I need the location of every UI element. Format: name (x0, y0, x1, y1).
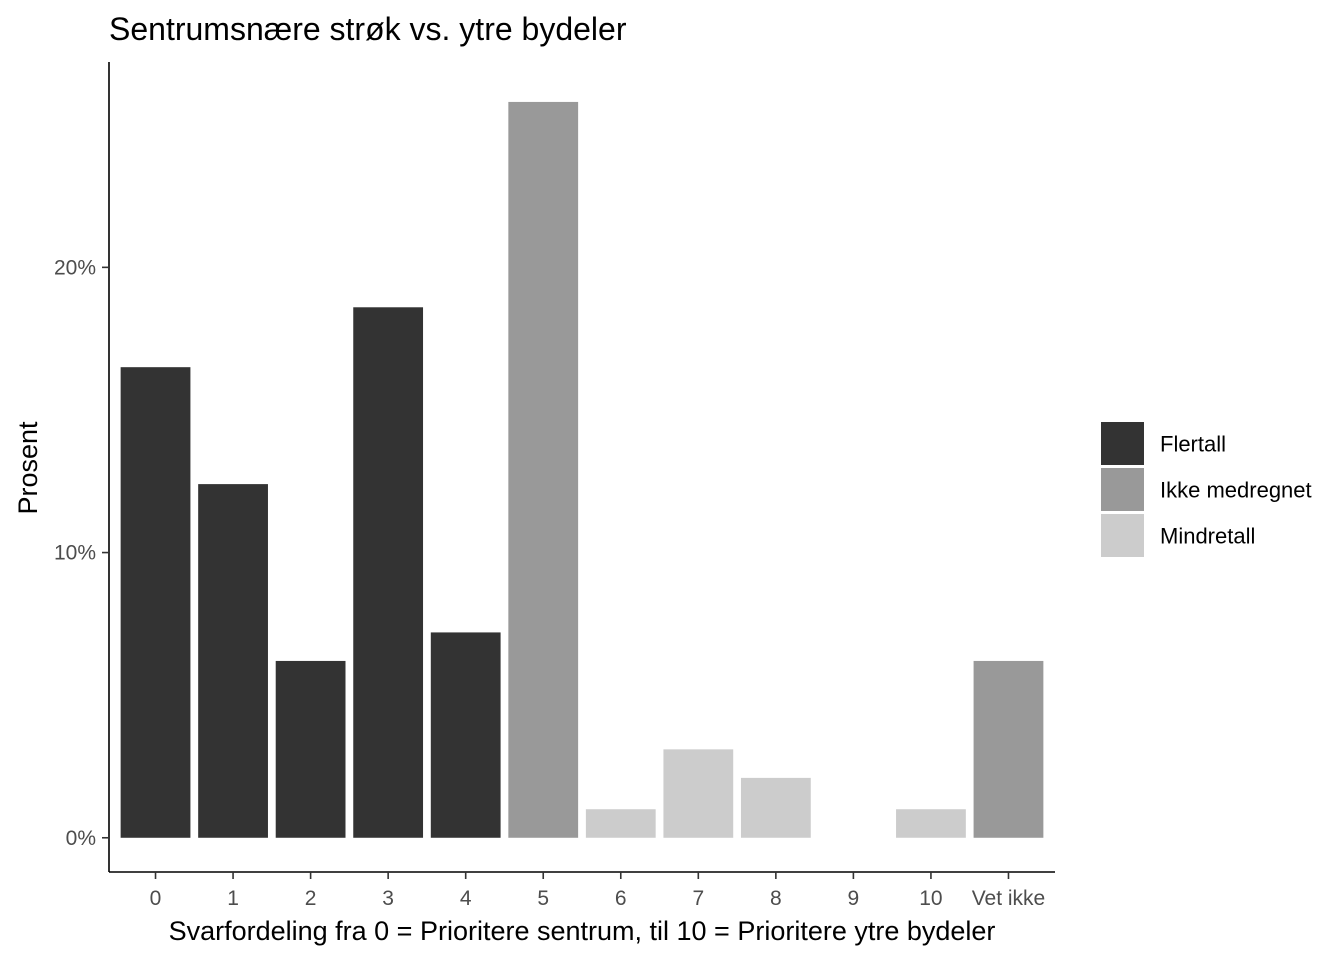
x-tick-label: 8 (770, 887, 782, 910)
bar-10 (896, 809, 966, 838)
chart-title: Sentrumsnære strøk vs. ytre bydeler (109, 11, 627, 47)
x-tick-label: 3 (382, 887, 394, 910)
bar-3 (353, 307, 424, 838)
x-tick-label: 1 (227, 887, 239, 910)
y-axis-title: Prosent (13, 421, 43, 515)
legend-label: Mindretall (1160, 524, 1255, 549)
bar-5 (508, 101, 579, 838)
x-tick-label: 9 (848, 887, 860, 910)
x-tick-label: 6 (615, 887, 627, 910)
bar-8 (740, 777, 811, 838)
bar-7 (663, 749, 734, 838)
x-tick-label: 0 (150, 887, 162, 910)
bar-1 (198, 484, 268, 838)
plot-area: 0% 10% 20% 0 1 2 3 4 5 6 7 8 9 10 Vet ikke (54, 62, 1055, 910)
x-tick-label: 5 (537, 887, 549, 910)
bar-vet-ikke (973, 660, 1044, 838)
x-tick-label: Vet ikke (972, 887, 1046, 910)
legend-swatch (1101, 468, 1144, 511)
x-tick-label: 4 (460, 887, 472, 910)
legend-label: Flertall (1160, 432, 1226, 457)
bar-0 (120, 367, 191, 838)
y-tick-label: 10% (54, 542, 96, 565)
x-tick-label: 7 (692, 887, 704, 910)
x-tick-label: 10 (919, 887, 942, 910)
y-tick-label: 20% (54, 256, 96, 279)
legend-swatch (1101, 514, 1144, 557)
x-tick-label: 2 (305, 887, 317, 910)
bar-4 (430, 632, 501, 838)
legend-label: Ikke medregnet (1160, 478, 1312, 503)
bar-2 (275, 660, 346, 838)
x-axis-title: Svarfordeling fra 0 = Prioritere sentrum… (169, 916, 996, 946)
legend-swatch (1101, 422, 1144, 465)
y-tick-label: 0% (66, 827, 96, 850)
legend: Flertall Ikke medregnet Mindretall (1101, 422, 1312, 557)
bar-6 (585, 809, 656, 838)
